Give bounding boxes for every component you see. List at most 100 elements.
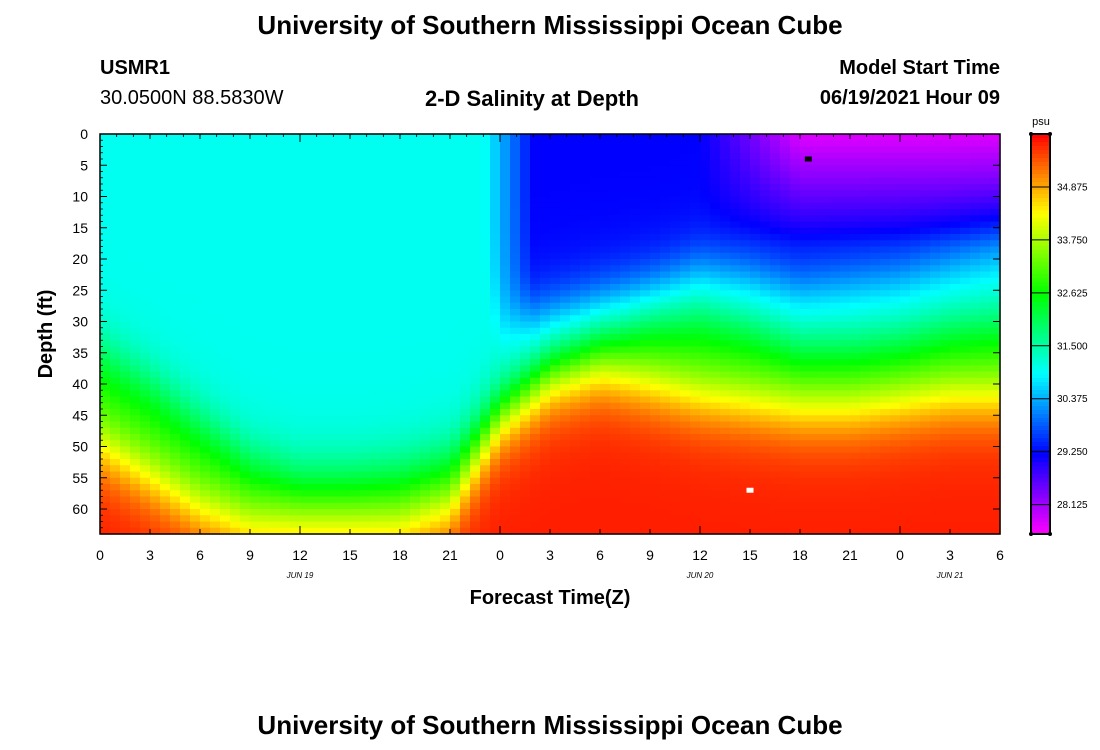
heatmap-cell <box>530 527 541 535</box>
heatmap-cell <box>570 309 581 316</box>
heatmap-cell <box>800 165 811 173</box>
heatmap-cell <box>670 371 681 379</box>
heatmap-cell <box>510 134 521 141</box>
heatmap-cell <box>750 427 761 435</box>
heatmap-cell <box>630 490 641 498</box>
heatmap-cell <box>230 184 241 191</box>
heatmap-cell <box>130 334 141 341</box>
heatmap-cell <box>780 227 791 235</box>
heatmap-cell <box>490 227 501 235</box>
heatmap-cell <box>770 246 781 254</box>
heatmap-cell <box>510 265 521 273</box>
heatmap-cell <box>460 377 471 385</box>
heatmap-cell <box>660 352 671 360</box>
heatmap-cell <box>690 234 701 241</box>
heatmap-cell <box>810 459 821 466</box>
heatmap-cell <box>550 496 561 504</box>
heatmap-cell <box>800 490 811 498</box>
heatmap-cell <box>320 134 331 141</box>
heatmap-cell <box>470 409 481 416</box>
heatmap-cell <box>580 152 591 160</box>
heatmap-cell <box>790 340 801 348</box>
heatmap-cell <box>510 440 521 448</box>
heatmap-cell <box>600 190 611 198</box>
heatmap-cell <box>340 146 351 154</box>
heatmap-cell <box>830 134 841 141</box>
heatmap-cell <box>330 446 341 454</box>
heatmap-cell <box>220 415 231 423</box>
heatmap-cell <box>340 509 351 516</box>
heatmap-cell <box>550 415 561 423</box>
heatmap-cell <box>840 234 851 241</box>
heatmap-cell <box>350 521 361 529</box>
heatmap-cell <box>440 227 451 235</box>
heatmap-cell <box>620 227 631 235</box>
heatmap-cell <box>790 227 801 235</box>
heatmap-cell <box>750 327 761 335</box>
heatmap-cell <box>490 334 501 341</box>
heatmap-cell <box>500 190 511 198</box>
heatmap-cell <box>580 134 591 141</box>
heatmap-cell <box>810 146 821 154</box>
heatmap-cell <box>540 215 551 223</box>
heatmap-cell <box>420 471 431 479</box>
heatmap-cell <box>760 177 771 185</box>
heatmap-cell <box>190 234 201 241</box>
heatmap-cell <box>610 352 621 360</box>
heatmap-cell <box>110 521 121 529</box>
heatmap-cell <box>170 240 181 248</box>
heatmap-cell <box>450 346 461 354</box>
heatmap-cell <box>510 159 521 166</box>
heatmap-cell <box>740 277 751 285</box>
heatmap-cell <box>120 396 131 404</box>
heatmap-cell <box>640 340 651 348</box>
heatmap-cell <box>450 490 461 498</box>
heatmap-cell <box>740 284 751 291</box>
heatmap-cell <box>790 415 801 423</box>
heatmap-cell <box>590 171 601 179</box>
heatmap-cell <box>190 415 201 423</box>
heatmap-cell <box>490 215 501 223</box>
heatmap-cell <box>330 371 341 379</box>
heatmap-cell <box>690 521 701 529</box>
heatmap-cell <box>190 396 201 404</box>
heatmap-cell <box>130 315 141 323</box>
heatmap-cell <box>140 496 151 504</box>
heatmap-cell <box>190 315 201 323</box>
heatmap-cell <box>440 252 451 260</box>
heatmap-cell <box>580 509 591 516</box>
heatmap-cell <box>590 259 601 266</box>
heatmap-cell <box>180 177 191 185</box>
heatmap-cell <box>530 315 541 323</box>
heatmap-cell <box>130 402 141 410</box>
heatmap-cell <box>490 140 501 148</box>
heatmap-cell <box>240 459 251 466</box>
heatmap-cell <box>220 465 231 473</box>
heatmap-cell <box>650 265 661 273</box>
heatmap-cell <box>130 384 141 391</box>
heatmap-cell <box>420 290 431 298</box>
heatmap-cell <box>310 202 321 210</box>
heatmap-cell <box>830 384 841 391</box>
heatmap-cell <box>740 484 751 491</box>
heatmap-cell <box>250 490 261 498</box>
heatmap-cell <box>380 490 391 498</box>
heatmap-cell <box>650 227 661 235</box>
heatmap-cell <box>450 409 461 416</box>
heatmap-cell <box>690 259 701 266</box>
heatmap-cell <box>680 290 691 298</box>
heatmap-cell <box>460 315 471 323</box>
heatmap-cell <box>500 309 511 316</box>
heatmap-cell <box>750 352 761 360</box>
heatmap-cell <box>710 134 721 141</box>
heatmap-cell <box>340 459 351 466</box>
heatmap-cell <box>830 484 841 491</box>
heatmap-cell <box>340 202 351 210</box>
heatmap-cell <box>110 377 121 385</box>
heatmap-cell <box>460 209 471 216</box>
heatmap-cell <box>760 502 771 510</box>
heatmap-cell <box>410 159 421 166</box>
heatmap-cell <box>120 340 131 348</box>
heatmap-cell <box>700 471 711 479</box>
heatmap-cell <box>410 477 421 485</box>
